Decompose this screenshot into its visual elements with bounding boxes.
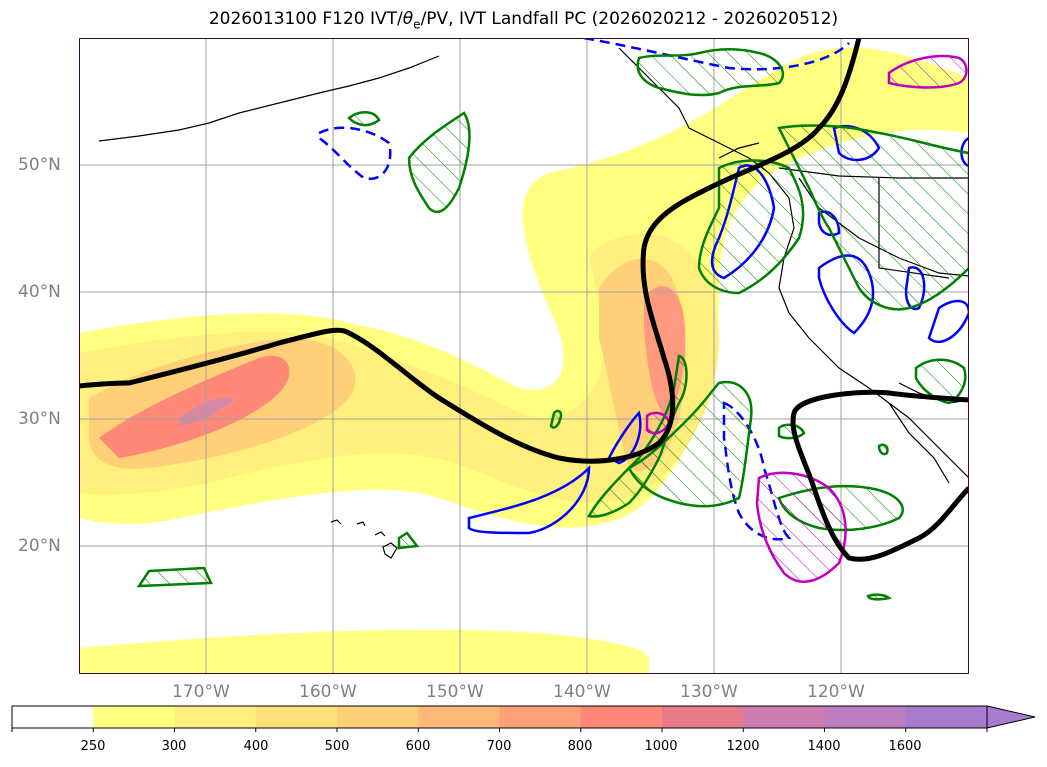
colorbar-swatches <box>12 706 988 728</box>
colorbar-swatch <box>418 706 500 728</box>
colorbar-label-600: 600 <box>405 739 431 754</box>
lat-label-30n: 30°N <box>18 409 61 429</box>
lat-label-50n: 50°N <box>18 155 61 175</box>
colorbar-swatch <box>12 706 94 728</box>
colorbar <box>11 705 1036 732</box>
map-panel <box>79 38 969 674</box>
colorbar-swatch <box>824 706 907 728</box>
colorbar-label-1400: 1400 <box>807 739 841 754</box>
colorbar-label-1200: 1200 <box>726 739 760 754</box>
colorbar-label-700: 700 <box>486 739 512 754</box>
colorbar-swatch <box>662 706 744 728</box>
lon-label-170w: 170°W <box>172 682 230 702</box>
colorbar-label-250: 250 <box>80 739 106 754</box>
colorbar-swatch <box>499 706 582 728</box>
colorbar-swatch <box>580 706 663 728</box>
lon-label-140w: 140°W <box>553 682 611 702</box>
colorbar-extend-arrow <box>986 705 1036 729</box>
lat-label-40n: 40°N <box>18 282 61 302</box>
hawaiian-islands <box>330 519 398 559</box>
colorbar-label-300: 300 <box>161 739 187 754</box>
plot-title: 2026013100 F120 IVT/θe/PV, IVT Landfall … <box>208 9 839 32</box>
colorbar-swatch <box>93 706 175 728</box>
colorbar-label-500: 500 <box>324 739 350 754</box>
black-contours <box>79 38 969 562</box>
lon-label-130w: 130°W <box>680 682 738 702</box>
colorbar-label-800: 800 <box>567 739 593 754</box>
colorbar-label-1600: 1600 <box>888 739 922 754</box>
colorbar-swatch <box>337 706 419 728</box>
colorbar-label-400: 400 <box>243 739 269 754</box>
colorbar-swatch <box>174 706 257 728</box>
colorbar-swatch <box>255 706 338 728</box>
lon-label-160w: 160°W <box>299 682 357 702</box>
colorbar-swatch <box>743 706 825 728</box>
lon-label-150w: 150°W <box>426 682 484 702</box>
colorbar-label-1000: 1000 <box>644 739 678 754</box>
lat-label-20n: 20°N <box>18 536 61 556</box>
colorbar-swatch <box>905 706 988 728</box>
lon-label-120w: 120°W <box>807 682 865 702</box>
